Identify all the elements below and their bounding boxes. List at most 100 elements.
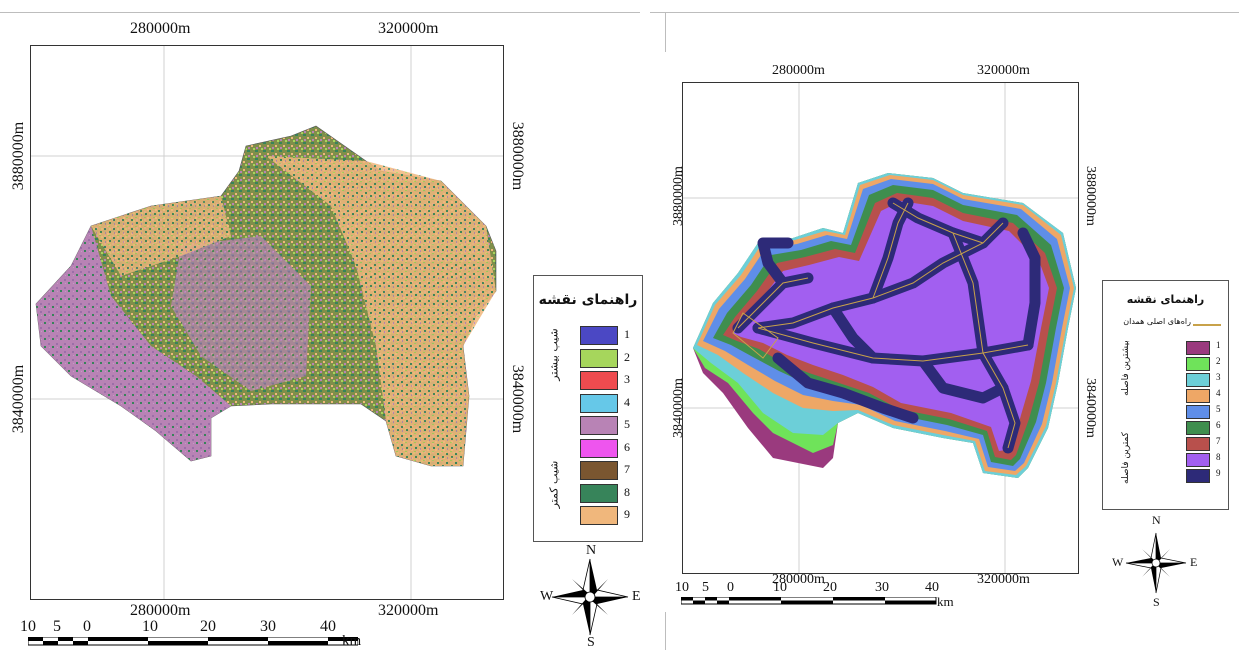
legend-swatch <box>580 326 618 345</box>
left-compass-n: N <box>586 543 597 558</box>
left-map-panel: 280000m 320000m 280000m 320000m 3880000m… <box>10 20 643 650</box>
legend-item: 2 <box>580 348 646 368</box>
left-x-tick-top-2: 320000m <box>378 20 439 37</box>
legend-item: 4 <box>580 393 646 413</box>
legend-swatch <box>580 371 618 390</box>
panel-divider-top <box>665 12 666 52</box>
legend-swatch <box>1186 421 1210 435</box>
scale-tick-label: 40 <box>320 618 336 635</box>
top-divider-left <box>0 12 640 13</box>
left-x-tick-bottom-1: 280000m <box>130 602 191 619</box>
left-compass-s: S <box>587 635 595 650</box>
legend-swatch <box>580 506 618 525</box>
right-map-panel: 280000m 320000m 280000m 320000m 3880000m… <box>665 0 1239 650</box>
legend-swatch <box>1186 357 1210 371</box>
scale-tick-label: 5 <box>702 580 709 595</box>
left-x-tick-bottom-2: 320000m <box>378 602 439 619</box>
legend-item: 1 <box>580 326 646 345</box>
road-line-swatch <box>1193 324 1221 326</box>
left-compass-e: E <box>632 589 641 604</box>
legend-label: 1 <box>624 327 630 341</box>
left-y-tick-right-1: 3880000m <box>509 121 526 191</box>
legend-item: 2 <box>1186 356 1238 371</box>
legend-label: 6 <box>624 439 630 454</box>
right-x-tick-top-1: 280000m <box>772 63 825 78</box>
legend-item: 7 <box>1186 436 1238 451</box>
scale-tick-label: 10 <box>142 618 158 635</box>
scale-tick-label: 10 <box>773 580 787 595</box>
scale-tick-label: 20 <box>823 580 837 595</box>
legend-item: 8 <box>1186 452 1238 467</box>
left-x-tick-top-1: 280000m <box>130 20 191 37</box>
legend-item: 8 <box>580 483 646 503</box>
legend-swatch <box>1186 341 1210 355</box>
legend-item: 4 <box>1186 388 1238 403</box>
legend-item: 3 <box>580 371 646 390</box>
legend-item: 5 <box>580 416 646 435</box>
legend-label: 8 <box>624 484 630 499</box>
legend-swatch <box>580 461 618 480</box>
compass-rose-icon <box>1125 532 1187 594</box>
legend-label: 9 <box>1216 468 1221 478</box>
right-legend-road-label: راه‌های اصلی همدان <box>1123 317 1191 326</box>
legend-swatch <box>1186 469 1210 483</box>
scale-tick-label: 20 <box>200 618 216 635</box>
right-map-frame <box>682 82 1079 574</box>
right-scale-unit: km <box>937 594 954 609</box>
legend-swatch <box>580 483 618 503</box>
panel-divider-bottom <box>665 612 666 650</box>
legend-label: 3 <box>624 372 630 386</box>
left-legend-high-label: شیب بیشتر <box>547 328 561 381</box>
legend-swatch <box>580 416 618 435</box>
legend-item: 3 <box>1186 372 1238 387</box>
right-compass-s: S <box>1153 595 1160 609</box>
scale-tick-label: 30 <box>260 618 276 635</box>
scale-tick-label: 0 <box>83 618 91 635</box>
legend-label: 7 <box>1216 436 1221 446</box>
legend-label: 8 <box>1216 452 1221 462</box>
scale-tick-label: 30 <box>875 580 889 595</box>
legend-label: 2 <box>624 349 630 364</box>
right-compass-e: E <box>1190 555 1198 569</box>
right-map-canvas <box>683 83 1078 573</box>
top-divider-right <box>650 12 1239 13</box>
left-y-tick-left-1: 3880000m <box>10 121 27 191</box>
left-map-frame <box>30 45 504 600</box>
legend-item: 5 <box>1186 404 1238 419</box>
right-legend-title: راهنمای نقشه <box>1126 293 1205 306</box>
legend-label: 7 <box>624 462 630 476</box>
left-y-tick-left-2: 3840000m <box>10 364 27 434</box>
right-y-tick-right-2: 3840000m <box>1083 378 1098 438</box>
right-legend-high-label: بیشترین فاصله <box>1121 340 1131 396</box>
right-y-tick-right-1: 3880000m <box>1083 166 1098 226</box>
legend-label: 1 <box>1216 340 1221 350</box>
legend-swatch <box>1186 373 1210 387</box>
right-legend-road-item: راه‌های اصلی همدان <box>1107 317 1223 331</box>
legend-label: 6 <box>1216 420 1221 430</box>
legend-item: 6 <box>1186 420 1238 435</box>
right-compass-w: W <box>1112 555 1124 569</box>
left-legend: راهنمای نقشه شیب بیشتر شیب کمتر 1 2 3 4 5 6 7 8… <box>533 275 643 542</box>
right-legend: راهنمای نقشه راه‌های اصلی همدان بیشترین … <box>1102 280 1229 510</box>
left-compass-w: W <box>540 589 554 604</box>
legend-item: 7 <box>580 461 646 480</box>
right-north-arrow: N S E W <box>1112 513 1200 610</box>
legend-label: 4 <box>624 394 630 409</box>
legend-item: 9 <box>1186 468 1238 483</box>
right-x-tick-top-2: 320000m <box>977 63 1030 78</box>
scale-tick-label: 0 <box>727 580 734 595</box>
right-scale-graphic <box>681 597 937 605</box>
left-scale-graphic <box>28 637 358 646</box>
left-scale-bar: 10 5 0 10 20 30 40 km <box>20 618 380 649</box>
legend-swatch <box>1186 405 1210 419</box>
legend-label: 2 <box>1216 356 1221 366</box>
legend-swatch <box>1186 437 1210 451</box>
legend-label: 5 <box>1216 404 1221 414</box>
left-y-tick-right-2: 3840000m <box>509 364 526 434</box>
left-map-canvas <box>31 46 503 599</box>
legend-swatch <box>1186 389 1210 403</box>
legend-swatch <box>1186 453 1210 467</box>
legend-label: 3 <box>1216 372 1221 382</box>
legend-label: 5 <box>624 417 630 431</box>
scale-tick-label: 10 <box>675 580 689 595</box>
